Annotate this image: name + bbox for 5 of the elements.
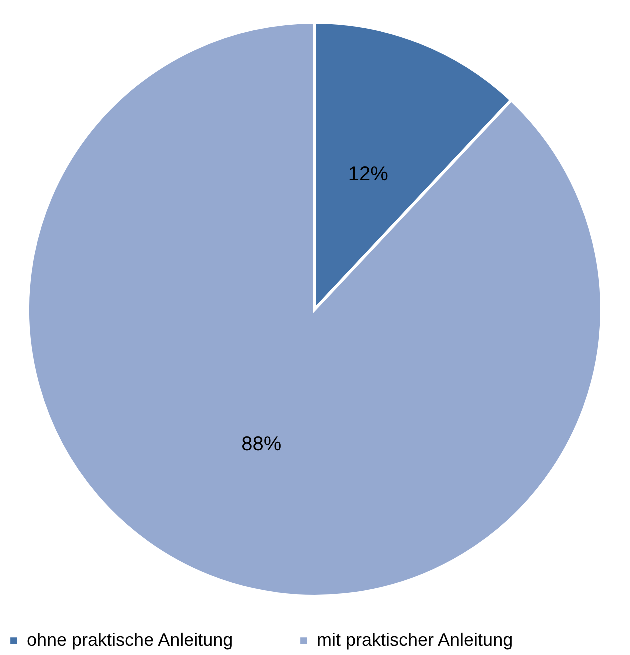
data-label: 88% [242, 433, 282, 456]
data-label: 12% [348, 164, 389, 186]
legend-label: mit praktischer Anleitung [317, 630, 514, 650]
pie-slice [26, 21, 604, 598]
legend-label: ohne praktische Anleitung [27, 630, 234, 650]
